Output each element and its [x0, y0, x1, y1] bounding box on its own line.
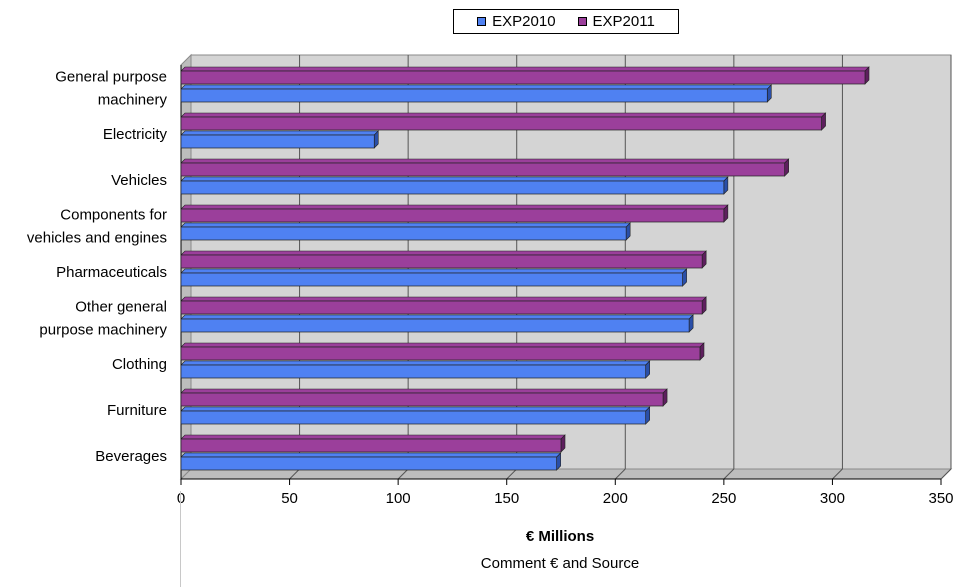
bar-exp2010-top: [180, 406, 651, 412]
bar-exp2011-top: [180, 434, 566, 440]
bar-exp2010: [180, 134, 375, 149]
y-category-label: Pharmaceuticals: [56, 264, 167, 281]
legend-item-exp2011: EXP2011: [577, 13, 655, 30]
legend-item-exp2010: EXP2010: [477, 13, 556, 30]
bar-exp2010-top: [180, 314, 694, 320]
legend-swatch-exp2010: [477, 17, 487, 26]
x-tick-label: 200: [603, 490, 628, 507]
bar-exp2011: [180, 70, 866, 85]
bar-exp2010-top: [180, 84, 773, 90]
bar-exp2010-top: [180, 222, 631, 228]
bar-exp2011: [180, 392, 664, 407]
x-tick-label: 100: [386, 490, 411, 507]
bar-exp2011: [180, 162, 786, 177]
x-tick-label: 50: [281, 490, 298, 507]
gridline-floor: [289, 468, 300, 480]
bar-exp2011-top: [180, 388, 668, 394]
y-category-label: Furniture: [107, 402, 167, 419]
x-tick-label: 250: [711, 490, 736, 507]
bar-exp2010: [180, 226, 627, 241]
bar-exp2010: [180, 364, 647, 379]
gridline-floor: [832, 468, 843, 480]
x-tick-label: 300: [820, 490, 845, 507]
bar-exp2011-top: [180, 296, 707, 302]
y-category-label: purpose machinery: [39, 322, 167, 339]
bar-exp2011-top: [180, 250, 707, 256]
bar-exp2010-top: [180, 360, 651, 366]
bar-exp2011: [180, 346, 701, 361]
bar-exp2010-top: [180, 268, 688, 274]
bar-exp2011: [180, 116, 822, 131]
legend-swatch-exp2011: [577, 17, 587, 26]
bar-exp2010: [180, 318, 690, 333]
x-tick-label: 350: [928, 490, 953, 507]
bar-exp2010: [180, 410, 647, 425]
bar-exp2010: [180, 180, 725, 195]
chart-comment: Comment € and Source: [480, 555, 640, 572]
x-tick-label: 150: [494, 490, 519, 507]
y-category-label: Beverages: [95, 448, 167, 465]
bar-exp2011: [180, 300, 703, 315]
bar-exp2011-top: [180, 342, 705, 348]
bar-exp2011-top: [180, 158, 790, 164]
y-category-label: General purpose: [55, 69, 167, 86]
bar-exp2011-top: [180, 204, 729, 210]
legend: EXP2010 EXP2011: [453, 9, 679, 34]
y-category-label: Other general: [75, 299, 167, 316]
bar-exp2011: [180, 254, 703, 269]
y-category-label: Clothing: [112, 356, 167, 373]
bar-exp2010: [180, 272, 683, 287]
y-category-label: Electricity: [103, 126, 168, 143]
plot-floor: [179, 468, 953, 480]
legend-label-exp2011: EXP2011: [592, 13, 655, 30]
legend-label-exp2010: EXP2010: [492, 13, 556, 30]
bar-exp2010-top: [180, 452, 562, 458]
bar-exp2011-top: [180, 66, 870, 72]
gridline-floor: [506, 468, 518, 480]
x-axis-title: € Millions: [525, 528, 595, 545]
bar-exp2010-top: [180, 176, 729, 182]
bar-exp2011: [180, 438, 562, 453]
footer-area: [180, 491, 967, 587]
x-tick-label: 0: [177, 490, 185, 507]
bar-exp2010-top: [180, 130, 379, 136]
bar-exp2011: [180, 208, 725, 223]
y-category-label: vehicles and engines: [27, 230, 167, 247]
gridline-floor: [940, 468, 952, 480]
y-category-label: Components for: [60, 207, 167, 224]
bar-exp2010: [180, 456, 558, 471]
gridline-floor: [397, 468, 409, 480]
y-category-label: Vehicles: [111, 172, 167, 189]
bar-exp2010: [180, 88, 768, 103]
bar-exp2011-top: [180, 112, 827, 118]
gridline-floor: [614, 468, 626, 480]
y-category-label: machinery: [98, 92, 168, 109]
gridline-floor: [723, 468, 735, 480]
